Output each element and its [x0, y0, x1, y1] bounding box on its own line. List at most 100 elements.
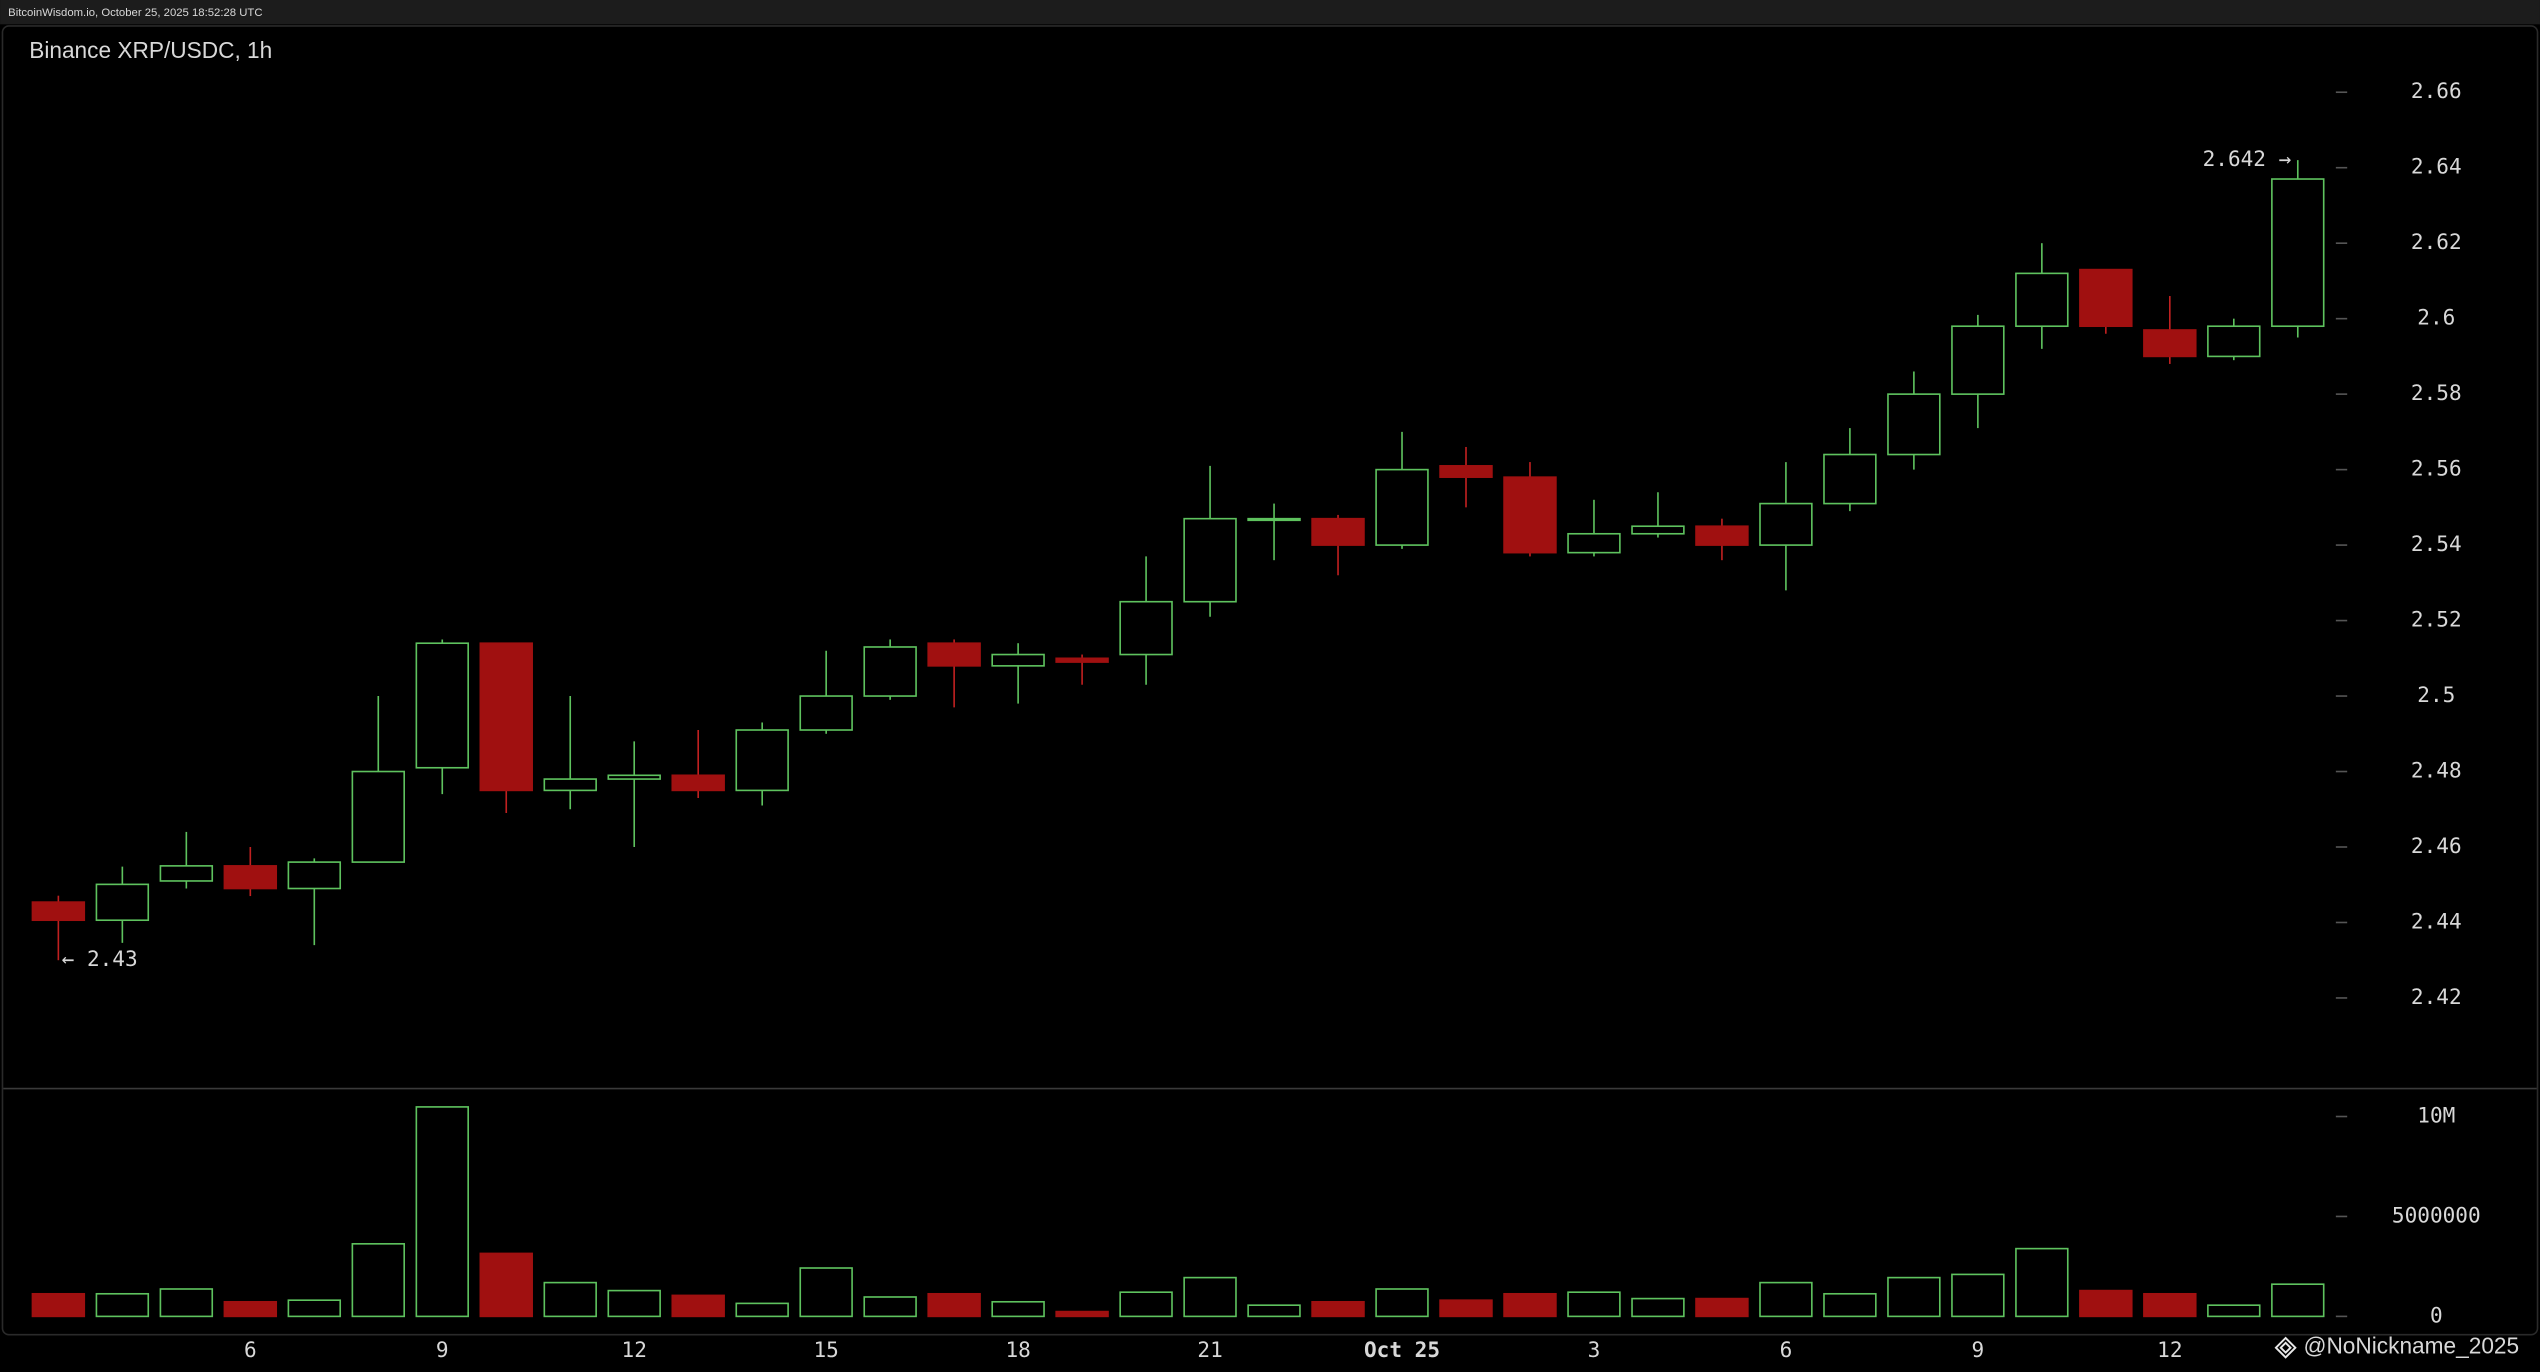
volume-bar [1823, 1292, 1877, 1318]
y-tick-label: 2.5 [2417, 682, 2455, 707]
x-tick-label: 6 [1780, 1337, 1793, 1362]
price-annotation: ← 2.43 [62, 946, 138, 971]
candle-body [991, 653, 1045, 667]
candle-body [799, 695, 853, 731]
chart-panel [1, 25, 2539, 1336]
candle-body [927, 642, 981, 667]
volume-bar [863, 1296, 917, 1318]
volume-tick-label: 10M [2417, 1103, 2455, 1128]
volume-bar [991, 1300, 1045, 1318]
y-tick-label: 2.56 [2411, 456, 2462, 481]
x-tick-label: 18 [1005, 1337, 1030, 1362]
volume-bar [1567, 1291, 1621, 1318]
candle-body [1759, 502, 1813, 546]
volume-bar [2207, 1304, 2261, 1318]
volume-bar [1183, 1276, 1237, 1318]
volume-bar [2143, 1292, 2197, 1318]
candle-body [1887, 393, 1941, 456]
candle-body [159, 865, 214, 882]
volume-bar [2015, 1247, 2069, 1318]
volume-bar [927, 1292, 981, 1318]
volume-bar [415, 1106, 469, 1318]
candle-body [1503, 476, 1557, 554]
volume-bar [1119, 1291, 1173, 1318]
x-tick-label: 12 [2157, 1337, 2182, 1362]
volume-bar [1695, 1297, 1749, 1318]
y-tick-label: 2.54 [2411, 531, 2462, 556]
y-tick-label: 2.64 [2411, 154, 2462, 179]
y-tick-label: 2.42 [2411, 984, 2462, 1009]
watermark-icon [2274, 1336, 2297, 1359]
candle-body [671, 774, 725, 792]
x-tick-label: 6 [244, 1337, 257, 1362]
candle-body [607, 774, 661, 780]
x-tick-label: 15 [813, 1337, 838, 1362]
volume-bar [479, 1252, 533, 1318]
y-tick-label: 2.46 [2411, 833, 2462, 858]
candle-body [2207, 325, 2261, 358]
candle-body [1631, 525, 1685, 535]
y-tick-label: 2.52 [2411, 607, 2462, 632]
candle-body [223, 865, 278, 890]
volume-bar [287, 1299, 342, 1318]
candle-body [1567, 532, 1621, 554]
x-tick-label: 3 [1588, 1337, 1601, 1362]
y-tick-label: 2.48 [2411, 758, 2462, 783]
volume-tick-label: 0 [2430, 1302, 2443, 1327]
header-bar [0, 0, 2540, 25]
x-tick-label: 21 [1197, 1337, 1222, 1362]
candle-body [479, 642, 533, 792]
volume-bar [1055, 1310, 1109, 1318]
volume-bar [1951, 1273, 2005, 1318]
volume-bar [543, 1281, 597, 1318]
candle-body [2079, 268, 2133, 328]
volume-bar [2079, 1289, 2133, 1318]
y-tick-label: 2.44 [2411, 908, 2462, 933]
header-text: BitcoinWisdom.io, October 25, 2025 18:52… [8, 7, 262, 19]
chart-title: Binance XRP/USDC, 1h [29, 37, 272, 63]
volume-bar [735, 1302, 789, 1318]
candle-body [1823, 453, 1877, 505]
x-tick-label: 12 [622, 1337, 647, 1362]
volume-bar [1439, 1299, 1493, 1318]
volume-bar [1311, 1300, 1365, 1318]
candle-body [1375, 468, 1429, 546]
volume-bar [1631, 1297, 1685, 1318]
volume-bar [2271, 1283, 2325, 1318]
candle-body [415, 642, 469, 769]
candle-body [543, 778, 597, 792]
y-tick-label: 2.66 [2411, 78, 2462, 103]
candle-body [287, 861, 342, 890]
volume-bar [1503, 1292, 1557, 1318]
y-tick-label: 2.58 [2411, 380, 2462, 405]
candle-body [2143, 329, 2197, 358]
volume-bar [1759, 1281, 1813, 1318]
volume-bar [159, 1288, 214, 1318]
candle-body [1695, 525, 1749, 546]
candle-body [1119, 600, 1173, 656]
volume-bar [607, 1289, 661, 1318]
volume-bar [671, 1294, 725, 1318]
candle-body [1055, 657, 1109, 663]
volume-bar [799, 1267, 853, 1318]
volume-bar [351, 1243, 406, 1318]
x-tick-label: Oct 25 [1364, 1337, 1440, 1362]
volume-bar [1887, 1276, 1941, 1318]
candle-body [2015, 272, 2069, 328]
volume-bar [1247, 1304, 1301, 1318]
y-tick-label: 2.62 [2411, 229, 2462, 254]
y-tick-label: 2.6 [2417, 305, 2455, 330]
candle-body [1247, 517, 1301, 522]
volume-bar [223, 1300, 278, 1318]
candle-body [863, 646, 917, 697]
volume-bar [31, 1292, 86, 1318]
candle-body [735, 729, 789, 792]
candle-body [351, 770, 406, 863]
watermark: @NoNickname_2025 [2303, 1333, 2519, 1359]
candle-body [1183, 517, 1237, 603]
price-annotation: 2.642 → [2203, 146, 2292, 171]
x-tick-label: 9 [436, 1337, 449, 1362]
candle-body [1439, 465, 1493, 478]
candle-body [1311, 517, 1365, 546]
